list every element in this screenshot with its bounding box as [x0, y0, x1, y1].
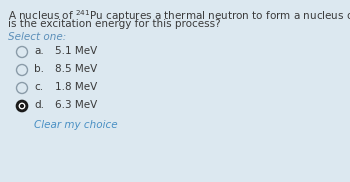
Circle shape: [16, 46, 28, 58]
Circle shape: [16, 100, 28, 112]
Text: 1.8 MeV: 1.8 MeV: [55, 82, 97, 92]
Text: a.: a.: [34, 46, 44, 56]
Circle shape: [16, 82, 28, 94]
Text: 8.5 MeV: 8.5 MeV: [55, 64, 97, 74]
Circle shape: [19, 103, 26, 109]
Text: Select one:: Select one:: [8, 32, 66, 42]
Text: Clear my choice: Clear my choice: [34, 120, 118, 130]
Circle shape: [16, 64, 28, 76]
Text: is the excitation energy for this process?: is the excitation energy for this proces…: [8, 19, 220, 29]
Text: c.: c.: [34, 82, 43, 92]
Text: 6.3 MeV: 6.3 MeV: [55, 100, 97, 110]
Text: A nucleus of $^{241}$Pu captures a thermal neutron to form a nucleus of $^{242}$: A nucleus of $^{241}$Pu captures a therm…: [8, 8, 350, 24]
Text: 5.1 MeV: 5.1 MeV: [55, 46, 97, 56]
Text: d.: d.: [34, 100, 44, 110]
Text: b.: b.: [34, 64, 44, 74]
Circle shape: [20, 104, 24, 108]
